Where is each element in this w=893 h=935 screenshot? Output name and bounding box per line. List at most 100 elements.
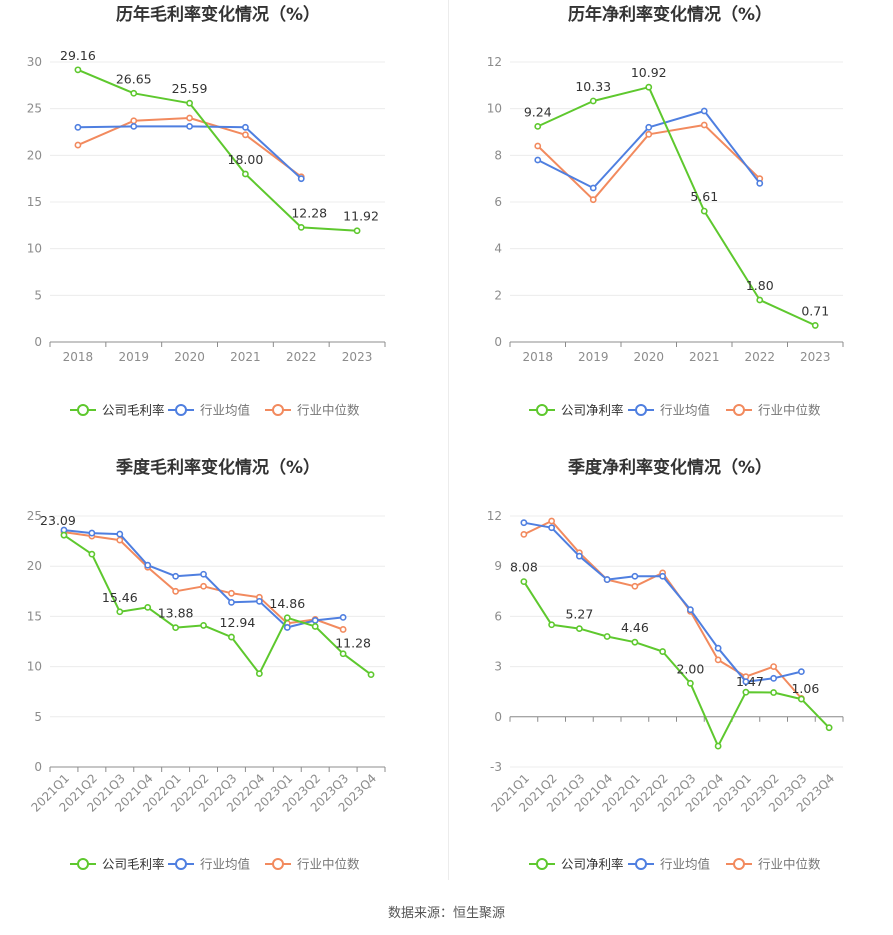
legend-marker-circle [733, 858, 745, 870]
data-point [200, 622, 207, 629]
x-tick-label: 2021 [689, 350, 720, 364]
data-point [74, 141, 82, 149]
data-label: 12.28 [291, 205, 327, 220]
data-point [686, 606, 694, 614]
data-label: 23.09 [40, 513, 76, 528]
y-tick-label: 10 [27, 242, 42, 256]
data-point [74, 123, 82, 131]
data-label: 15.46 [102, 590, 138, 605]
data-point [144, 603, 152, 611]
data-point [756, 179, 764, 187]
data-point [742, 678, 750, 686]
chart-title: 历年净利率变化情况（%） [568, 4, 772, 25]
series-line [537, 110, 761, 189]
data-point [116, 536, 124, 544]
legend-label: 行业中位数 [297, 403, 360, 418]
data-point [520, 519, 528, 527]
data-point [130, 117, 138, 125]
data-point [811, 322, 819, 329]
data-point [548, 517, 556, 525]
data-label: 1.80 [746, 278, 774, 293]
data-point [700, 121, 708, 129]
legend-label: 公司净利率 [561, 403, 624, 418]
data-point [631, 582, 639, 590]
data-point [130, 123, 138, 130]
data-source-note: 数据来源：恒生聚源 [387, 906, 505, 921]
y-tick-label: -3 [490, 760, 502, 774]
data-label: 18.00 [228, 152, 264, 167]
data-point [756, 296, 764, 304]
y-tick-label: 30 [27, 55, 42, 69]
panel-divider [448, 0, 449, 880]
x-tick-label: 2019 [578, 350, 609, 364]
x-tick-label: 2021 [230, 350, 261, 364]
x-tick-label: 2022 [286, 350, 317, 364]
y-tick-label: 0 [494, 710, 502, 724]
data-point [116, 608, 124, 616]
y-tick-label: 0 [34, 335, 42, 349]
data-point [186, 123, 193, 130]
data-point [603, 633, 611, 640]
legend-marker-circle [77, 858, 89, 870]
data-point [339, 650, 347, 658]
series-line [523, 521, 802, 683]
data-point [534, 156, 542, 164]
data-point [172, 587, 180, 595]
y-tick-label: 25 [27, 509, 42, 523]
data-point [631, 572, 639, 580]
data-point [645, 130, 653, 138]
legend-label: 公司净利率 [561, 857, 624, 872]
data-point [130, 89, 138, 97]
y-tick-label: 20 [27, 148, 42, 162]
data-point [172, 572, 180, 580]
series-line [537, 86, 816, 327]
data-point [88, 529, 96, 537]
data-label: 29.16 [60, 48, 96, 63]
data-point [714, 644, 722, 652]
data-point [297, 223, 305, 231]
y-tick-label: 15 [27, 609, 42, 623]
data-point [797, 668, 805, 676]
data-point [631, 638, 639, 646]
legend-marker-circle [272, 858, 284, 870]
x-tick-label: 2023 [800, 350, 831, 364]
data-point [645, 83, 653, 91]
legend-label: 行业中位数 [297, 857, 360, 872]
data-label: 10.92 [631, 65, 667, 80]
legend-label: 行业中位数 [758, 403, 821, 418]
x-tick-label: 2022 [744, 350, 775, 364]
data-point [74, 66, 82, 74]
data-label: 13.88 [158, 606, 194, 621]
data-point [200, 570, 207, 578]
data-point [659, 648, 667, 655]
x-tick-label: 2020 [174, 350, 205, 364]
data-point [367, 671, 375, 679]
data-point [242, 123, 249, 131]
y-tick-label: 0 [494, 335, 502, 349]
chart-title: 历年毛利率变化情况（%） [116, 4, 320, 25]
data-point [228, 633, 235, 641]
data-label: 5.61 [690, 189, 718, 204]
y-tick-label: 6 [494, 195, 502, 209]
y-tick-label: 0 [34, 760, 42, 774]
data-point [742, 688, 750, 696]
series-line [77, 68, 358, 232]
data-point [255, 597, 263, 605]
y-tick-label: 6 [494, 609, 502, 623]
data-point [700, 207, 708, 215]
data-point [714, 742, 722, 750]
data-point [686, 679, 694, 687]
data-label: 4.46 [621, 620, 649, 635]
data-point [297, 175, 305, 183]
y-tick-label: 20 [27, 559, 42, 573]
x-tick-label: 2018 [63, 350, 94, 364]
legend-marker-circle [733, 404, 745, 416]
data-label: 14.86 [269, 596, 305, 611]
data-point [589, 184, 597, 192]
data-point [228, 589, 235, 597]
data-point [797, 695, 805, 703]
data-point [603, 576, 611, 583]
y-tick-label: 12 [487, 55, 502, 69]
legend-marker-circle [635, 404, 647, 416]
